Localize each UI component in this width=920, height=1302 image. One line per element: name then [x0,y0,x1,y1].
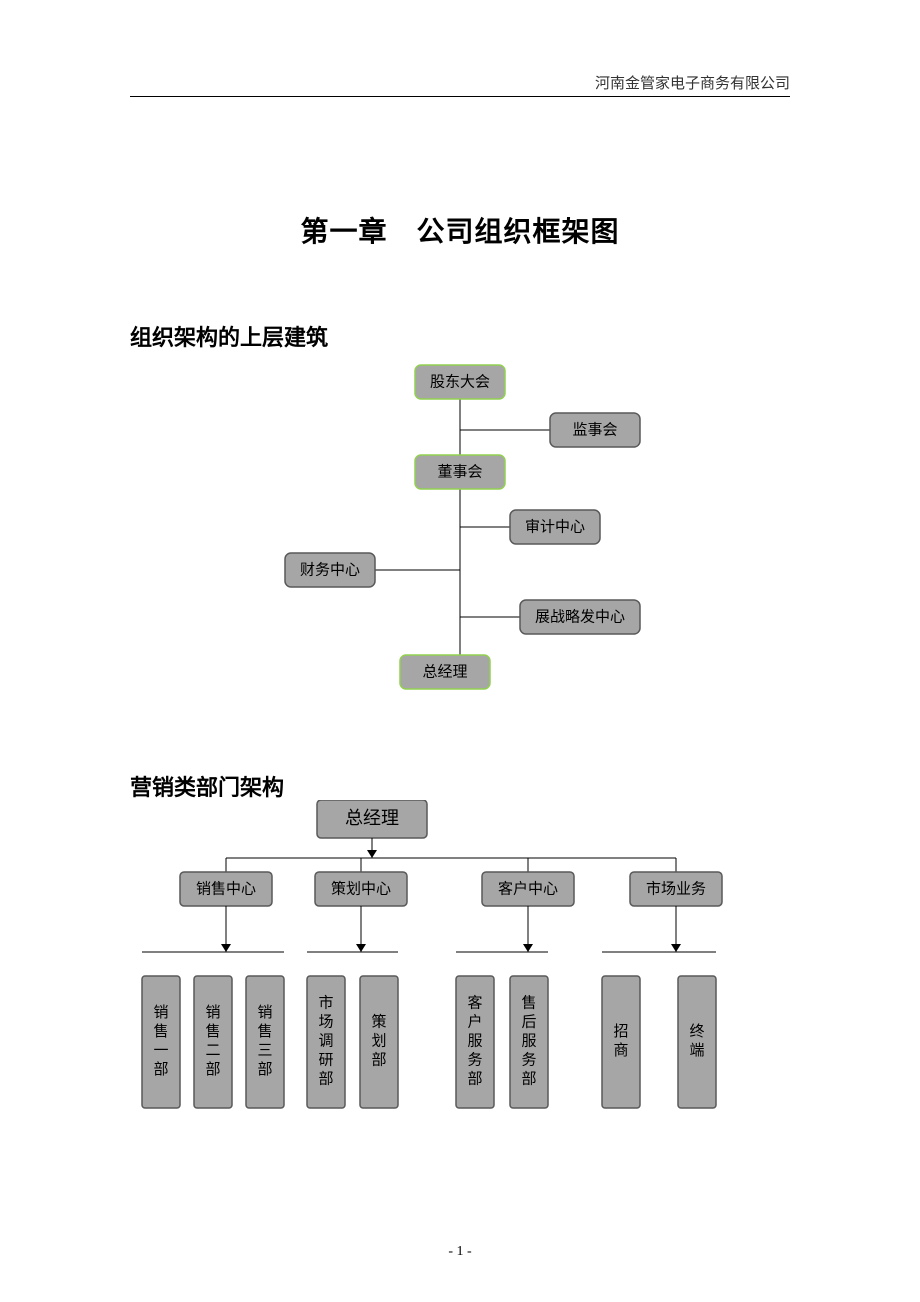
org-leaf-char-2-2: 三 [257,1043,272,1059]
org-top-label: 总经理 [345,808,399,828]
org-mid-label-0: 销售中心 [196,880,256,897]
org-leaf-char-3-2: 调 [318,1032,333,1049]
org-node-label-n5: 财务中心 [300,561,360,578]
section1-title: 组织架构的上层建筑 [130,320,328,352]
org-chart-upper: 股东大会监事会董事会审计中心财务中心展战略发中心总经理 [130,355,790,715]
header-rule [130,96,790,97]
org-leaf-char-6-0: 售 [521,994,536,1011]
org-mid-label-1: 策划中心 [331,880,391,897]
org-leaf-char-0-0: 销 [153,1004,168,1021]
org-mid-label-2: 客户中心 [498,880,558,897]
org-leaf-char-3-4: 部 [318,1070,333,1087]
org-leaf-char-2-3: 部 [257,1061,272,1078]
org-leaf-char-0-3: 部 [153,1061,168,1078]
org-leaf-char-0-1: 售 [153,1023,168,1040]
org-leaf-char-2-0: 销 [257,1004,272,1021]
org-chart-marketing: 总经理销售中心策划中心客户中心市场业务销售一部销售二部销售三部市场调研部策划部客… [120,800,820,1140]
org-node-label-n2: 监事会 [572,421,617,438]
org-mid-label-3: 市场业务 [646,880,706,897]
org-leaf-char-4-2: 部 [371,1051,386,1068]
document-page: 河南金管家电子商务有限公司 第一章 公司组织框架图 组织架构的上层建筑 股东大会… [0,0,920,1302]
chapter-title: 第一章 公司组织框架图 [0,210,920,250]
org-node-label-n6: 展战略发中心 [535,608,625,625]
org-node-label-n1: 股东大会 [430,373,490,390]
org-leaf-char-5-0: 客 [467,994,482,1011]
org-leaf-char-6-3: 务 [521,1051,536,1068]
org-leaf-char-8-1: 端 [689,1042,704,1059]
org-leaf-char-1-0: 销 [205,1004,220,1021]
org-node-label-n3: 董事会 [437,463,482,480]
header-company-name: 河南金管家电子商务有限公司 [595,72,790,93]
org-leaf-char-1-2: 二 [205,1043,220,1059]
org-leaf-char-7-0: 招 [613,1023,628,1040]
org-leaf-char-5-1: 户 [467,1013,482,1030]
org-leaf-char-6-1: 后 [521,1013,536,1030]
org-leaf-char-5-4: 部 [467,1070,482,1087]
org-leaf-char-1-3: 部 [205,1061,220,1078]
org-leaf-char-8-0: 终 [689,1023,704,1040]
org-node-label-n4: 审计中心 [525,518,585,535]
org-leaf-char-1-1: 售 [205,1023,220,1040]
org-leaf-char-3-3: 研 [318,1052,333,1068]
org-leaf-char-6-2: 服 [521,1032,536,1049]
org-leaf-char-0-2: 一 [153,1043,168,1059]
org-node-label-n7: 总经理 [422,663,467,680]
section2-title: 营销类部门架构 [130,770,284,802]
org-leaf-char-3-1: 场 [318,1013,333,1030]
org-leaf-char-4-1: 划 [371,1032,386,1049]
org-leaf-char-2-1: 售 [257,1023,272,1040]
org-leaf-char-5-2: 服 [467,1032,482,1049]
org-leaf-char-5-3: 务 [467,1051,482,1068]
org-leaf-char-3-0: 市 [318,994,333,1011]
page-number: - 1 - [0,1244,920,1260]
org-leaf-char-4-0: 策 [371,1013,386,1030]
org-leaf-char-7-1: 商 [613,1042,628,1059]
org-leaf-char-6-4: 部 [521,1070,536,1087]
